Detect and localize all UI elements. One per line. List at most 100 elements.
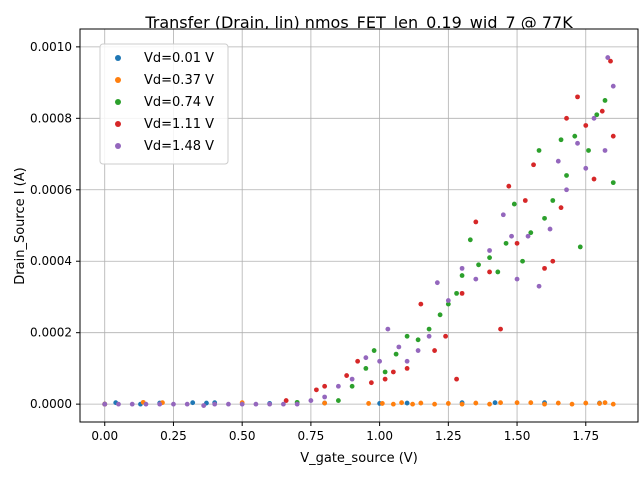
data-point — [418, 301, 424, 307]
legend-marker — [115, 143, 121, 149]
data-point — [487, 401, 492, 407]
data-point — [445, 401, 451, 406]
series-4-points — [102, 55, 616, 408]
data-point — [226, 401, 231, 407]
data-point — [569, 401, 575, 407]
data-point — [610, 83, 616, 89]
data-point — [382, 369, 388, 375]
x-tick-label: 1.50 — [504, 429, 531, 443]
data-point — [171, 401, 176, 407]
data-point — [322, 394, 328, 400]
data-point — [500, 212, 506, 218]
data-point — [473, 400, 479, 406]
data-point — [498, 326, 503, 332]
data-point — [434, 280, 440, 286]
legend-label: Vd=0.74 V — [144, 95, 214, 110]
data-point — [522, 198, 528, 203]
data-point — [608, 58, 613, 64]
data-point — [459, 273, 465, 278]
data-point — [503, 240, 509, 246]
data-point — [558, 137, 564, 143]
legend-marker — [115, 99, 121, 105]
data-point — [445, 298, 451, 303]
data-point — [487, 269, 492, 275]
data-point — [390, 401, 396, 407]
data-point — [459, 290, 465, 296]
x-axis-ticks: 0.00 0.25 0.50 0.75 1.00 1.25 1.50 1.75 — [91, 422, 599, 443]
x-tick-label: 0.00 — [91, 429, 118, 443]
x-tick-label: 0.25 — [160, 429, 187, 443]
data-point — [610, 180, 616, 186]
data-point — [404, 333, 410, 339]
data-point — [399, 400, 405, 406]
data-point — [377, 358, 383, 364]
data-point — [550, 258, 556, 264]
data-point — [335, 398, 341, 403]
data-point — [542, 401, 547, 407]
data-point — [459, 401, 465, 407]
data-point — [385, 326, 391, 332]
data-point — [415, 348, 421, 353]
x-tick-label: 1.75 — [572, 429, 599, 443]
series-2-points — [102, 98, 616, 407]
legend-label: Vd=1.11 V — [144, 117, 214, 132]
data-point — [344, 373, 350, 378]
data-point — [322, 383, 328, 389]
data-point — [514, 240, 520, 246]
data-point — [602, 98, 608, 103]
y-tick-label: 0.0002 — [30, 326, 72, 340]
data-point — [294, 401, 300, 407]
data-point — [363, 355, 369, 361]
y-tick-label: 0.0004 — [30, 254, 72, 268]
data-points — [102, 55, 616, 408]
data-point — [583, 400, 589, 406]
data-point — [476, 262, 481, 268]
legend-marker — [115, 77, 121, 83]
data-point — [426, 333, 432, 339]
data-point — [102, 401, 108, 407]
data-point — [528, 230, 534, 236]
data-point — [558, 205, 564, 211]
data-point — [426, 326, 432, 332]
data-point — [514, 400, 520, 406]
data-point — [190, 400, 196, 406]
data-point — [212, 401, 218, 407]
data-point — [382, 376, 388, 382]
data-point — [509, 233, 514, 239]
data-point — [536, 148, 542, 153]
data-point — [495, 269, 501, 275]
legend-box — [99, 43, 229, 165]
data-point — [610, 401, 616, 407]
legend-label: Vd=0.01 V — [144, 51, 214, 66]
axes-frame — [79, 28, 639, 423]
x-axis-label: V_gate_source (V) — [300, 451, 418, 466]
data-point — [473, 219, 479, 225]
data-point — [591, 176, 597, 182]
data-point — [577, 244, 583, 250]
series-3-points — [102, 58, 616, 407]
data-point — [267, 401, 273, 407]
data-point — [514, 276, 520, 282]
data-point — [564, 115, 569, 121]
data-point — [281, 401, 286, 407]
legend-label: Vd=1.48 V — [144, 139, 214, 154]
data-point — [531, 162, 536, 168]
y-tick-label: 0.0000 — [30, 397, 72, 411]
legend-marker — [115, 55, 121, 61]
data-point — [253, 401, 259, 407]
data-point — [572, 133, 578, 139]
data-point — [443, 333, 448, 339]
data-point — [410, 401, 416, 407]
data-point — [605, 55, 611, 60]
data-point — [239, 401, 245, 407]
data-point — [583, 165, 589, 171]
data-point — [520, 258, 525, 264]
data-point — [498, 400, 503, 406]
data-point — [432, 401, 437, 407]
data-point — [487, 248, 492, 253]
data-point — [415, 337, 421, 343]
data-point — [536, 283, 542, 289]
data-point — [492, 400, 498, 406]
x-tick-label: 1.00 — [366, 429, 393, 443]
